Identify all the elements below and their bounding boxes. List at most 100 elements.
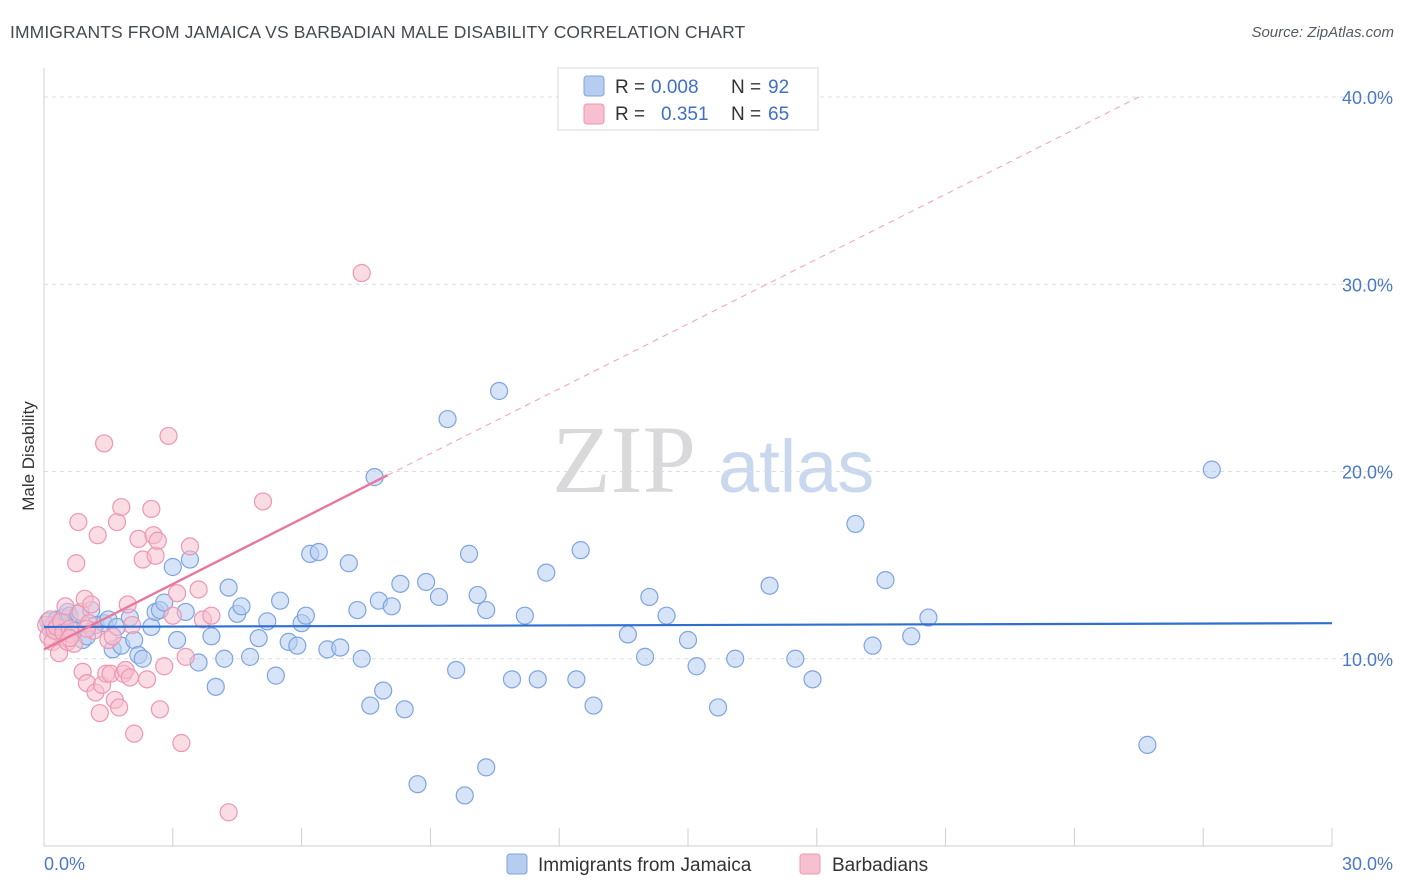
barbadian-point-54 [172, 733, 191, 753]
barbadian-point-33 [107, 512, 127, 532]
barbadian-point-44 [137, 670, 157, 689]
jamaica-point-54 [348, 600, 367, 620]
jamaica-point-69 [489, 381, 509, 401]
jamaica-point-84 [726, 649, 745, 668]
jamaica-point-35 [206, 677, 225, 696]
jamaica-point-92 [919, 608, 938, 627]
jamaica-point-50 [309, 542, 328, 562]
jamaica-point-96 [455, 786, 474, 805]
trend-line-barbadian-extension [387, 96, 1140, 476]
legend-n-value-2: 65 [768, 104, 789, 125]
bottom-legend-label-jamaica: Immigrants from Jamaica [538, 855, 752, 876]
jamaica-point-70 [502, 670, 522, 689]
legend-swatch-blue [583, 75, 605, 97]
jamaica-point-78 [635, 647, 655, 666]
jamaica-point-53 [339, 554, 358, 573]
barbadian-point-39 [120, 668, 139, 687]
chart-title: IMMIGRANTS FROM JAMAICA VS BARBADIAN MAL… [10, 22, 746, 42]
jamaica-point-80 [657, 606, 676, 625]
legend-r-label-1: R = [615, 77, 645, 98]
jamaica-point-64 [438, 409, 457, 429]
watermark-atlas: atlas [718, 425, 874, 508]
jamaica-point-73 [537, 563, 556, 582]
jamaica-point-65 [447, 660, 466, 680]
x-ticks [172, 828, 1333, 846]
y-axis-title: Male Disability [19, 401, 38, 511]
barbadian-point-56 [180, 537, 200, 556]
jamaica-point-63 [429, 587, 449, 607]
legend-r-value-1: 0.008 [651, 77, 699, 98]
jamaica-point-46 [288, 636, 307, 655]
barbadian-point-57 [189, 580, 208, 599]
y-tick-label-10: 10.0% [1342, 650, 1393, 670]
barbadian-point-45 [142, 499, 161, 519]
barbadian-point-62 [352, 263, 371, 283]
barbadian-point-31 [103, 627, 122, 646]
jamaica-point-29 [163, 557, 182, 577]
legend-n-value-1: 92 [768, 77, 789, 98]
barbadian-point-15 [69, 512, 88, 532]
jamaica-point-95 [408, 775, 427, 794]
jamaica-point-76 [584, 696, 603, 715]
jamaica-point-72 [528, 670, 547, 689]
jamaica-point-75 [571, 541, 590, 560]
legend-n-label-1: N = [731, 77, 761, 98]
jamaica-point-43 [266, 666, 285, 685]
jamaica-point-52 [331, 638, 350, 657]
jamaica-point-41 [249, 629, 268, 648]
jamaica-point-37 [219, 578, 238, 597]
barbadian-point-55 [176, 647, 195, 666]
barbadian-point-53 [167, 584, 187, 603]
barbadian-point-49 [150, 700, 170, 719]
barbadian-point-51 [159, 426, 178, 446]
jamaica-point-48 [296, 606, 315, 625]
source-credit: Source: ZipAtlas.com [1251, 24, 1394, 41]
y-tick-label-40: 40.0% [1342, 88, 1393, 108]
jamaica-point-58 [374, 681, 393, 700]
jamaica-point-86 [786, 649, 805, 668]
jamaica-point-87 [803, 670, 822, 689]
jamaica-point-28 [155, 593, 174, 612]
jamaica-point-34 [202, 627, 221, 646]
barbadian-point-14 [67, 554, 86, 573]
barbadian-point-21 [82, 595, 101, 614]
legend-r-label-2: R = [615, 104, 645, 125]
legend-box: R = 0.008 N = 92 R = 0.351 N = 65 [557, 67, 819, 131]
jamaica-point-56 [361, 696, 380, 715]
jamaica-point-55 [352, 649, 371, 668]
barbadian-point-48 [148, 531, 167, 550]
barbadian-point-42 [129, 529, 148, 549]
jamaica-point-39 [232, 597, 251, 616]
barbadian-point-35 [112, 497, 131, 517]
jamaica-point-74 [567, 670, 586, 689]
barbadian-point-61 [253, 492, 273, 511]
barbadian-point-25 [90, 703, 109, 723]
trend-lines [43, 96, 1333, 651]
barbadian-point-41 [125, 724, 144, 743]
barbadian-point-34 [110, 698, 129, 717]
jamaica-point-71 [515, 606, 534, 625]
barbadian-point-59 [202, 606, 221, 625]
jamaica-point-36 [215, 649, 234, 668]
jamaica-point-90 [876, 571, 895, 590]
bottom-legend-swatch-blue [506, 853, 528, 875]
jamaica-point-81 [678, 630, 698, 650]
jamaica-point-40 [240, 647, 260, 666]
legend-n-label-2: N = [731, 104, 761, 125]
jamaica-point-44 [271, 591, 290, 610]
x-tick-label-max: 30.0% [1342, 854, 1393, 874]
barbadian-point-24 [88, 526, 107, 545]
barbadian-point-27 [95, 434, 114, 453]
bottom-legend: Immigrants from Jamaica Barbadians [506, 853, 928, 876]
jamaica-point-67 [468, 585, 487, 605]
jamaica-point-24 [133, 649, 152, 668]
jamaica-point-68 [477, 600, 496, 620]
jamaica-point-89 [863, 636, 882, 655]
jamaica-point-97 [477, 758, 496, 777]
jamaica-point-91 [902, 627, 921, 646]
jamaica-point-30 [167, 630, 187, 650]
jamaica-point-59 [382, 597, 401, 616]
jamaica-point-82 [687, 657, 706, 676]
bottom-legend-swatch-pink [799, 853, 821, 875]
